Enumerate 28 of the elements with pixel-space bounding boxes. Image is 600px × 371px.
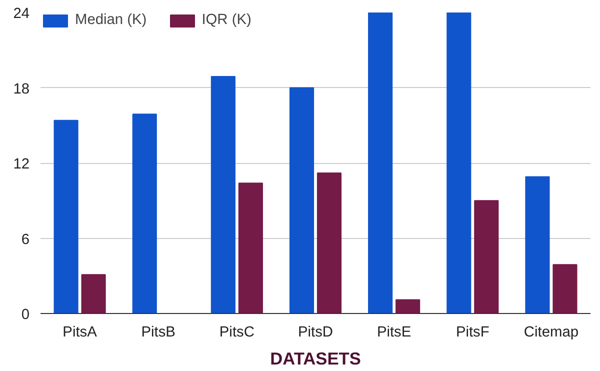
legend-label: IQR (K) — [202, 12, 252, 28]
bar — [210, 76, 236, 314]
y-tick-label: 18 — [13, 81, 30, 98]
bar — [289, 87, 314, 314]
bar — [552, 264, 578, 314]
bar — [368, 12, 393, 314]
bar — [446, 12, 472, 314]
x-tick-label: PitsD — [298, 324, 334, 340]
x-axis-title: DATASETS — [270, 348, 361, 368]
x-tick-label: PitsC — [219, 324, 255, 340]
y-tick-label: 6 — [21, 232, 30, 248]
bar — [396, 299, 420, 314]
bar — [316, 172, 342, 314]
bar — [238, 182, 263, 314]
y-tick-label: 12 — [13, 156, 30, 172]
y-tick-label: 24 — [13, 6, 30, 22]
bar — [525, 176, 550, 314]
y-tick-label: 0 — [21, 307, 30, 323]
bar — [132, 114, 157, 314]
legend-label: Median (K) — [75, 12, 147, 28]
x-tick-label: PitsF — [456, 324, 490, 340]
x-tick-label: PitsA — [62, 324, 98, 340]
x-tick-label: PitsB — [141, 324, 176, 340]
x-tick-label: Citemap — [524, 324, 579, 340]
bar — [81, 274, 106, 314]
x-tick-label: PitsE — [376, 324, 412, 340]
bar — [54, 120, 78, 314]
bar — [474, 200, 499, 314]
